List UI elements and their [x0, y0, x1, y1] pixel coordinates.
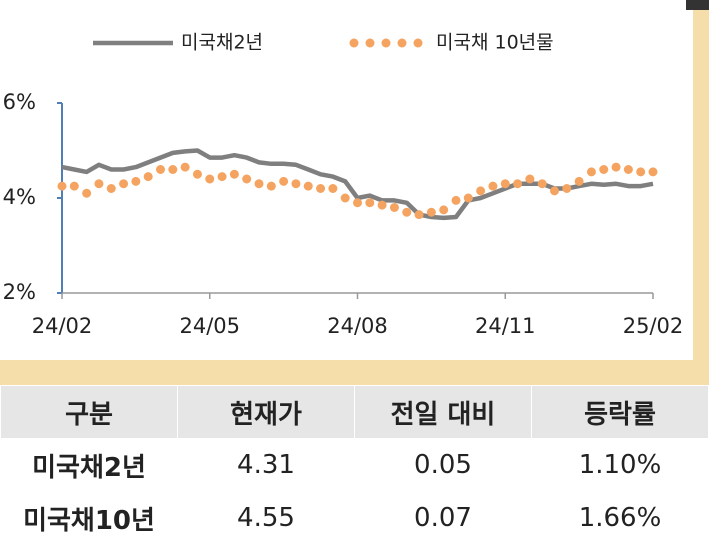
data-point — [389, 203, 399, 212]
panel-band — [0, 360, 709, 385]
data-point — [414, 210, 424, 220]
x-tick-label: 24/08 — [327, 314, 388, 338]
header-cell: 현재가 — [177, 385, 355, 439]
data-point — [463, 193, 473, 203]
data-point — [550, 186, 559, 196]
legend-marker — [365, 38, 375, 48]
y-tick-label: 4% — [3, 185, 36, 209]
cell: 1.66% — [531, 491, 709, 545]
data-point — [328, 184, 338, 193]
x-tick-label: 24/11 — [475, 314, 536, 338]
data-point — [291, 179, 301, 189]
cell: 4.31 — [177, 438, 355, 492]
data-point — [426, 207, 436, 217]
data-point — [205, 174, 215, 184]
series-line — [61, 148, 654, 221]
data-point — [525, 174, 535, 184]
data-point — [439, 205, 449, 215]
table-header: 구분 현재가 전일 대비 등락률 — [0, 385, 709, 439]
data-point — [242, 174, 252, 184]
data-point — [340, 193, 350, 203]
data-point — [365, 198, 375, 208]
data-point — [217, 172, 227, 182]
cell: 4.55 — [177, 491, 355, 545]
x-tick-label: 24/02 — [32, 314, 93, 338]
data-point — [574, 176, 584, 186]
data-point — [279, 176, 289, 186]
header-cell: 구분 — [0, 385, 178, 439]
data-point — [94, 179, 104, 189]
cell: 0.05 — [354, 438, 532, 492]
table-row: 미국채10년 4.55 0.07 1.66% — [0, 491, 709, 545]
data-point — [611, 162, 621, 172]
data-point — [180, 162, 190, 172]
data-point — [537, 179, 547, 189]
data-point — [254, 179, 264, 189]
data-point — [500, 179, 510, 189]
data-table: 구분 현재가 전일 대비 등락률 미국채2년 4.31 0.05 1.10% 미… — [0, 385, 709, 545]
data-point — [636, 167, 646, 177]
data-point — [69, 181, 79, 191]
header-cell: 전일 대비 — [354, 385, 532, 439]
data-point — [562, 184, 572, 193]
legend-marker — [381, 38, 391, 48]
data-point — [82, 188, 92, 198]
panel-edge — [690, 10, 693, 360]
data-point — [119, 179, 129, 189]
data-point — [266, 181, 276, 191]
data-point — [513, 179, 523, 189]
data-point — [648, 167, 658, 177]
data-point — [229, 169, 239, 179]
data-point — [131, 176, 141, 186]
legend-marker — [413, 38, 423, 48]
cell: 1.10% — [531, 438, 709, 492]
y-tick-label: 2% — [3, 280, 36, 304]
data-point — [623, 165, 633, 174]
header-cell: 등락률 — [531, 385, 709, 439]
legend-label: 미국채2년 — [181, 32, 263, 54]
row-label: 미국채2년 — [0, 438, 178, 492]
data-point — [377, 200, 387, 210]
panel-band — [690, 0, 709, 385]
data-point — [57, 181, 67, 191]
cell: 0.07 — [354, 491, 532, 545]
x-tick-label: 25/02 — [623, 314, 684, 338]
row-label: 미국채10년 — [0, 491, 178, 545]
data-point — [143, 172, 153, 182]
data-point — [156, 165, 165, 174]
legend-marker — [349, 38, 359, 48]
x-tick-label: 24/05 — [179, 314, 240, 338]
table-row: 미국채2년 4.31 0.05 1.10% — [0, 438, 709, 492]
legend-label: 미국채 10년물 — [436, 32, 554, 54]
chart: 2% 4% 6% 24/02 24/05 24/08 24/11 25/02 미국채2년 미국채 … — [0, 0, 709, 385]
y-tick-label: 6% — [3, 90, 36, 114]
data-point — [451, 195, 461, 205]
data-point — [106, 184, 116, 193]
data-point — [316, 184, 326, 193]
data-point — [168, 165, 178, 174]
corner-bar — [686, 0, 709, 10]
data-point — [192, 169, 202, 179]
data-point — [303, 181, 313, 191]
data-point — [586, 167, 596, 177]
data-point — [402, 207, 412, 217]
data-point — [353, 198, 362, 208]
data-point — [599, 165, 609, 174]
legend-marker — [397, 38, 407, 48]
data-point — [488, 181, 498, 191]
data-point — [476, 186, 486, 196]
